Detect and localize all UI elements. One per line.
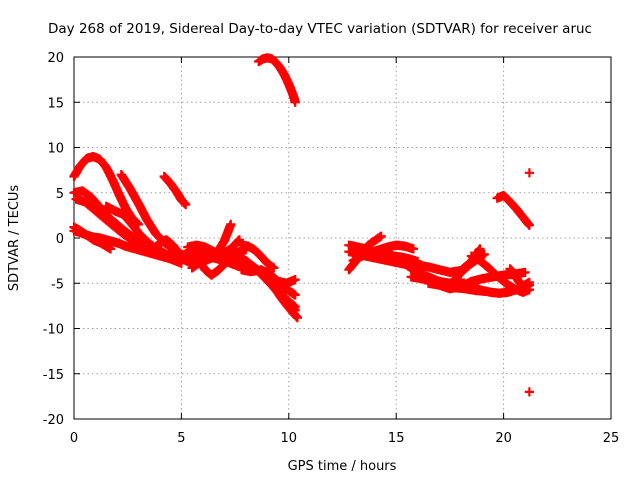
grid-lines (74, 57, 611, 419)
y-tick-label: -20 (43, 413, 64, 428)
series-arc-ae (466, 251, 534, 297)
x-tick-label: 5 (177, 431, 185, 446)
data-point (290, 97, 300, 107)
y-tick-label: -15 (43, 368, 64, 383)
series-arc-q (236, 240, 279, 273)
y-tick-label: 15 (47, 96, 64, 111)
data-point (292, 313, 302, 323)
data-point (520, 267, 530, 277)
y-tick-label: -5 (51, 277, 64, 292)
data-point (475, 244, 485, 254)
tick-labels: 0 5 10 15 20 25 -20 -15 -10 -5 0 5 10 15 20 (43, 51, 620, 446)
series-arc-p (226, 251, 302, 323)
data-point (226, 219, 236, 229)
plot-frame (73, 56, 612, 420)
series-arc-i (159, 171, 191, 210)
y-tick-label: 0 (56, 232, 64, 247)
data-point (479, 249, 489, 259)
series-iso-2 (524, 387, 534, 397)
data-point (105, 244, 116, 254)
x-tick-label: 20 (495, 431, 512, 446)
series-arc-af (492, 190, 534, 230)
data-point (290, 290, 300, 300)
y-tick-label: 5 (56, 187, 64, 202)
series-iso-1 (524, 168, 534, 178)
series-arc-t (254, 53, 300, 107)
y-tick-label: -10 (43, 323, 64, 338)
x-tick-label: 15 (388, 431, 405, 446)
data-point (524, 387, 534, 397)
data-point (524, 277, 534, 287)
data-point (524, 168, 534, 178)
chart-title: Day 268 of 2019, Sidereal Day-to-day VTE… (48, 21, 592, 37)
series-arc-ag (505, 264, 534, 291)
data-point (290, 275, 300, 285)
series-arc-x (348, 240, 418, 266)
x-tick-label: 25 (603, 431, 620, 446)
x-tick-label: 10 (281, 431, 298, 446)
data-point (524, 220, 534, 230)
data-point (181, 199, 191, 210)
x-tick-label: 0 (70, 431, 78, 446)
data-point (376, 231, 386, 241)
x-axis-label: GPS time / hours (288, 459, 397, 474)
data-point (408, 244, 418, 254)
y-tick-label: 10 (47, 142, 64, 157)
series-arc-s (256, 265, 300, 288)
data-point (524, 285, 534, 295)
data-points (69, 53, 534, 397)
y-tick-label: 20 (47, 51, 64, 66)
data-point (269, 263, 279, 273)
data-point (234, 235, 244, 245)
y-axis-label: SDTVAR / TECUs (7, 185, 22, 292)
